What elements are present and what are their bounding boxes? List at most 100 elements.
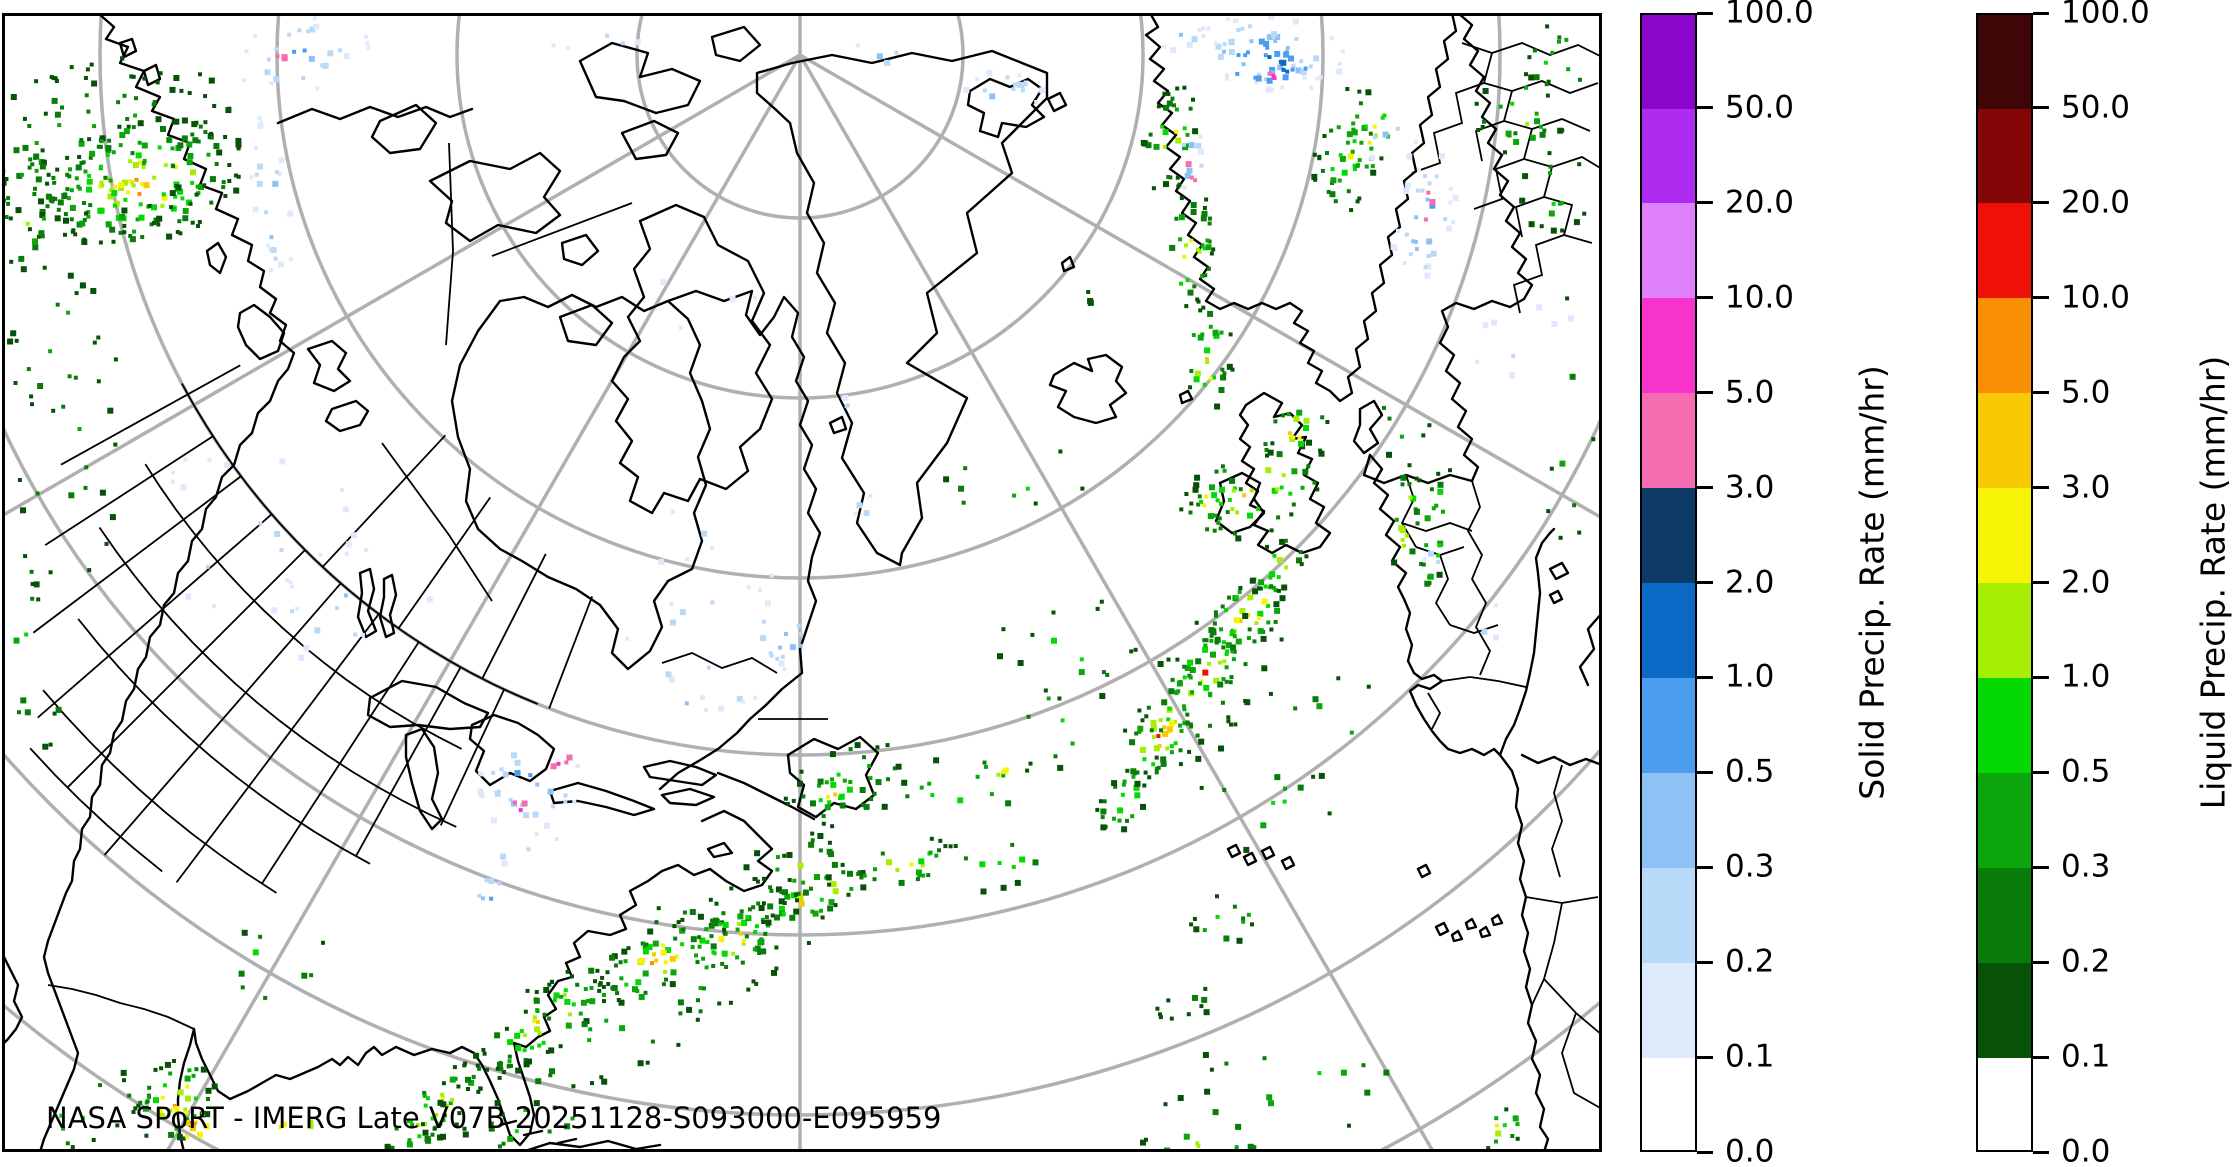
precip-cell xyxy=(1317,154,1322,159)
precip-cell xyxy=(799,769,804,774)
precip-cell xyxy=(171,470,176,475)
precip-cell xyxy=(80,1116,85,1120)
precip-cell xyxy=(36,597,41,602)
precip-cell xyxy=(797,780,803,787)
precip-cell xyxy=(1237,590,1242,594)
precip-cell xyxy=(86,210,91,215)
precip-cell xyxy=(570,974,574,979)
precip-cell xyxy=(1538,124,1543,129)
precip-cell xyxy=(848,747,853,752)
precip-cell xyxy=(1233,722,1238,727)
precip-cell xyxy=(173,75,180,81)
precip-cell xyxy=(1189,724,1194,729)
precip-cell xyxy=(752,947,757,952)
territory-border xyxy=(381,442,493,602)
precip-cell xyxy=(1017,81,1023,88)
africa-borders xyxy=(1561,1012,1602,1110)
precip-cell xyxy=(1413,239,1418,244)
precip-cell xyxy=(1210,651,1216,658)
precip-cell xyxy=(1261,598,1268,605)
precip-cell xyxy=(38,198,44,205)
precip-cell xyxy=(810,838,815,843)
precip-cell xyxy=(422,1129,429,1136)
precip-cell xyxy=(1451,220,1456,225)
precip-cell xyxy=(1229,630,1236,637)
precip-cell xyxy=(1182,254,1187,259)
precip-cell xyxy=(754,850,761,857)
precip-cell xyxy=(1153,745,1160,752)
precip-cell xyxy=(54,215,61,222)
precip-cell xyxy=(185,593,192,600)
precip-cell xyxy=(87,173,92,178)
precip-cell xyxy=(1284,50,1289,55)
precip-cell xyxy=(1020,84,1025,89)
precip-cell xyxy=(1383,1069,1390,1076)
precip-cell xyxy=(650,961,654,966)
precip-cell xyxy=(203,1123,210,1130)
precip-cell xyxy=(1430,250,1437,257)
precip-cell xyxy=(1199,163,1204,168)
precip-cell xyxy=(1195,733,1200,738)
precip-cell xyxy=(1246,912,1251,917)
precip-cell xyxy=(1229,477,1236,484)
precip-cell xyxy=(1215,914,1220,919)
precip-cell xyxy=(236,174,241,179)
precip-cell xyxy=(198,72,202,77)
precip-cell xyxy=(1169,47,1176,54)
precip-cell xyxy=(938,838,943,843)
precip-cell xyxy=(867,764,872,768)
precip-cell xyxy=(1098,799,1103,804)
precip-cell xyxy=(1494,1139,1498,1144)
precip-cell xyxy=(115,215,122,221)
precip-cell xyxy=(518,808,523,813)
precip-cell xyxy=(1491,319,1497,326)
precip-cell xyxy=(1396,228,1400,233)
precip-cell xyxy=(166,233,173,240)
precip-cell xyxy=(156,1107,163,1114)
precip-cell xyxy=(1355,163,1360,168)
precip-cell xyxy=(39,163,46,170)
precip-cell xyxy=(1281,67,1286,72)
precip-cell xyxy=(1184,492,1189,496)
precip-cell xyxy=(18,255,25,262)
ireland xyxy=(1214,471,1266,535)
precip-cell xyxy=(1261,665,1268,672)
precip-cell xyxy=(1220,367,1225,372)
precip-cell xyxy=(1199,785,1204,790)
precip-cell xyxy=(704,965,709,970)
precip-cell xyxy=(1311,173,1318,180)
precip-cell xyxy=(1318,450,1325,457)
precip-cell xyxy=(1534,111,1539,116)
precip-cell xyxy=(206,1097,210,1101)
precip-cell xyxy=(1276,588,1281,593)
precip-cell xyxy=(718,936,725,943)
precip-cell xyxy=(1379,156,1384,161)
colorbar-segment xyxy=(1976,487,2033,584)
precip-cell xyxy=(1170,677,1175,682)
precip-cell xyxy=(440,1095,445,1100)
precip-cell xyxy=(1102,799,1107,804)
precip-cell xyxy=(1232,634,1237,639)
precip-cell xyxy=(180,484,187,491)
precip-cell xyxy=(1230,367,1235,372)
precip-cell xyxy=(22,116,27,121)
precip-cell xyxy=(41,216,46,221)
precip-cell xyxy=(708,897,713,902)
precip-cell xyxy=(287,210,294,217)
precip-cell xyxy=(1243,53,1248,58)
lake-michigan xyxy=(404,727,444,831)
precip-cell xyxy=(583,987,588,991)
precip-cell xyxy=(1346,189,1351,194)
state-border-radial xyxy=(397,496,492,629)
precip-cell xyxy=(1320,415,1325,420)
precip-cell xyxy=(1426,190,1431,195)
precip-cell xyxy=(321,940,325,945)
precip-cell xyxy=(1241,919,1246,924)
precip-cell xyxy=(1247,512,1253,519)
precip-cell xyxy=(600,975,605,980)
precip-cell xyxy=(735,927,740,932)
precip-cell xyxy=(63,217,69,224)
precip-cell xyxy=(1382,131,1389,138)
precip-cell xyxy=(1163,181,1169,188)
precip-cell xyxy=(638,994,645,1000)
